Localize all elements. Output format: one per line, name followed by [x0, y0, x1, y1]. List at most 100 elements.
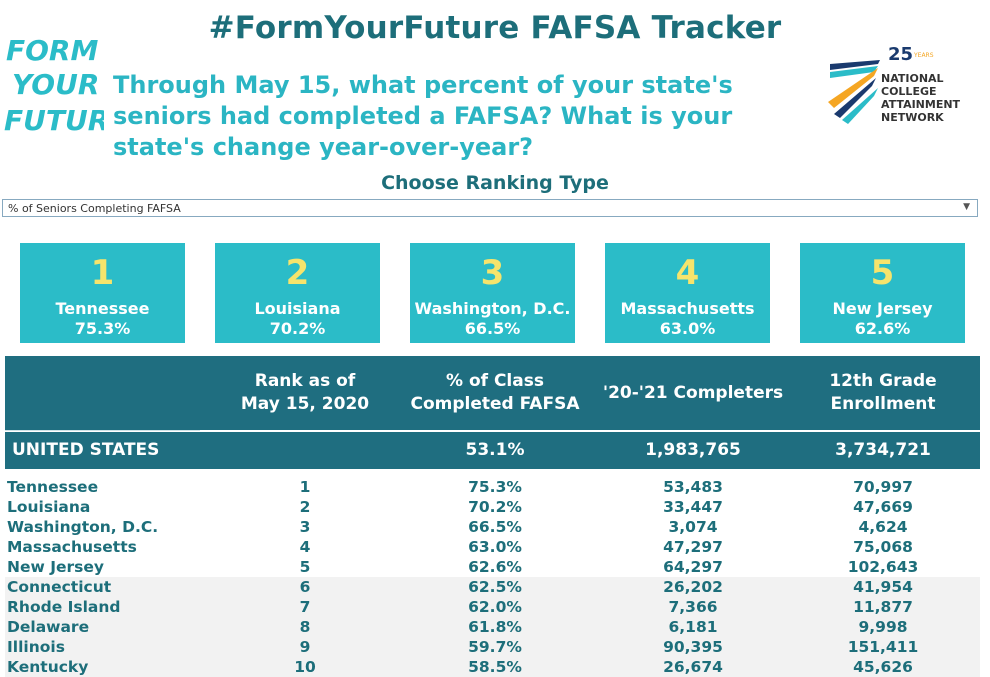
- us-completers: 1,983,765: [645, 440, 741, 460]
- row-state: Connecticut: [7, 578, 112, 596]
- table-row[interactable]: Washington, D.C. 3 66.5% 3,074 4,624: [5, 517, 980, 537]
- table-row[interactable]: Connecticut 6 62.5% 26,202 41,954: [5, 577, 980, 597]
- row-percent: 62.5%: [468, 578, 522, 596]
- row-completers: 64,297: [663, 558, 723, 576]
- top-card-rank: 3: [480, 253, 505, 293]
- top-card-3[interactable]: 3 Washington, D.C. 66.5%: [410, 243, 575, 343]
- table-row[interactable]: New Jersey 5 62.6% 64,297 102,643: [5, 557, 980, 577]
- top-card-5[interactable]: 5 New Jersey 62.6%: [800, 243, 965, 343]
- ranking-type-dropdown[interactable]: % of Seniors Completing FAFSA ▼: [2, 199, 978, 217]
- top-card-percent: 63.0%: [659, 319, 716, 338]
- row-completers: 6,181: [668, 618, 718, 636]
- ranking-type-selected: % of Seniors Completing FAFSA: [8, 202, 181, 215]
- top-card-state: Washington, D.C.: [414, 299, 571, 318]
- row-percent: 61.8%: [468, 618, 522, 636]
- row-rank: 9: [299, 638, 311, 656]
- row-enrollment: 47,669: [853, 498, 913, 516]
- row-state: Tennessee: [7, 478, 99, 496]
- table-row[interactable]: Rhode Island 7 62.0% 7,366 11,877: [5, 597, 980, 617]
- logo-your-text: YOUR: [12, 68, 99, 101]
- ncan-college-text: COLLEGE: [881, 85, 937, 98]
- row-rank: 5: [299, 558, 311, 576]
- row-completers: 33,447: [663, 498, 723, 516]
- table-row[interactable]: Tennessee 1 75.3% 53,483 70,997: [5, 477, 980, 497]
- row-state: Massachusetts: [7, 538, 137, 556]
- table-row[interactable]: Massachusetts 4 63.0% 47,297 75,068: [5, 537, 980, 557]
- top-five-cards: 1 Tennessee 75.3% 2 Louisiana 70.2% 3 Wa…: [0, 243, 990, 343]
- top-card-state: Louisiana: [254, 299, 341, 318]
- row-rank: 6: [299, 578, 311, 596]
- row-rank: 2: [299, 498, 311, 516]
- table-header: Rank as of May 15, 2020 % of Class Complet…: [5, 356, 980, 430]
- column-header-rank-line1: Rank as of: [254, 371, 356, 391]
- row-completers: 7,366: [668, 598, 718, 616]
- united-states-row[interactable]: UNITED STATES 53.1% 1,983,765 3,734,721: [5, 432, 980, 469]
- row-completers: 3,074: [668, 518, 718, 536]
- header-divider: [5, 430, 200, 431]
- row-state: Louisiana: [7, 498, 91, 516]
- row-completers: 90,395: [663, 638, 723, 656]
- row-enrollment: 75,068: [853, 538, 913, 556]
- row-rank: 4: [299, 538, 311, 556]
- logo-form-text: FORM: [6, 34, 98, 67]
- row-rank: 7: [299, 598, 311, 616]
- column-header-percent[interactable]: % of Class Completed FAFSA: [400, 356, 590, 430]
- table-row[interactable]: Illinois 9 59.7% 90,395 151,411: [5, 637, 980, 657]
- row-percent: 58.5%: [468, 658, 522, 676]
- row-enrollment: 4,624: [858, 518, 908, 536]
- top-card-state: Tennessee: [55, 299, 150, 318]
- chevron-down-icon[interactable]: ▼: [963, 202, 970, 212]
- row-completers: 26,674: [663, 658, 723, 676]
- row-completers: 26,202: [663, 578, 723, 596]
- ncan-national-text: NATIONAL: [881, 72, 944, 85]
- ncan-years-text: YEARS: [913, 52, 934, 59]
- top-card-rank: 2: [285, 253, 310, 293]
- column-header-enrollment[interactable]: 12th Grade Enrollment: [793, 356, 973, 430]
- row-completers: 47,297: [663, 538, 723, 556]
- row-rank: 10: [294, 658, 316, 676]
- row-state: Rhode Island: [7, 598, 121, 616]
- row-enrollment: 70,997: [853, 478, 913, 496]
- column-header-rank[interactable]: Rank as of May 15, 2020: [205, 356, 405, 430]
- row-enrollment: 41,954: [853, 578, 913, 596]
- row-state: Delaware: [7, 618, 90, 636]
- ncan-25-text: 25: [888, 44, 913, 65]
- row-percent: 70.2%: [468, 498, 522, 516]
- top-card-rank: 4: [675, 253, 700, 293]
- ncan-stripes-icon: [828, 60, 880, 124]
- top-card-rank: 1: [90, 253, 115, 293]
- column-header-enrollment-line2: Enrollment: [830, 394, 936, 414]
- top-card-2[interactable]: 2 Louisiana 70.2%: [215, 243, 380, 343]
- ncan-network-text: NETWORK: [881, 111, 944, 124]
- row-percent: 63.0%: [468, 538, 522, 556]
- page-title: #FormYourFuture FAFSA Tracker: [208, 10, 782, 46]
- top-card-1[interactable]: 1 Tennessee 75.3%: [20, 243, 185, 343]
- column-header-completers-text: '20-'21 Completers: [602, 382, 784, 403]
- column-header-percent-line1: % of Class: [446, 371, 544, 391]
- top-card-percent: 62.6%: [854, 319, 911, 338]
- column-header-rank-line2: May 15, 2020: [240, 394, 370, 414]
- us-enrollment: 3,734,721: [835, 440, 931, 460]
- row-percent: 66.5%: [468, 518, 522, 536]
- table-row[interactable]: Delaware 8 61.8% 6,181 9,998: [5, 617, 980, 637]
- row-state: Washington, D.C.: [7, 518, 159, 536]
- table-row[interactable]: Kentucky 10 58.5% 26,674 45,626: [5, 657, 980, 677]
- row-rank: 8: [299, 618, 311, 636]
- top-card-percent: 66.5%: [464, 319, 521, 338]
- table-row[interactable]: Louisiana 2 70.2% 33,447 47,669: [5, 497, 980, 517]
- row-percent: 62.6%: [468, 558, 522, 576]
- row-state: Illinois: [7, 638, 65, 656]
- column-header-completers[interactable]: '20-'21 Completers: [593, 356, 793, 430]
- row-rank: 1: [299, 478, 311, 496]
- ncan-logo: 25 YEARS NATIONAL COLLEGE ATTAINMENT NET…: [828, 44, 961, 124]
- top-card-rank: 5: [870, 253, 895, 293]
- top-card-state: Massachusetts: [620, 299, 755, 318]
- row-enrollment: 151,411: [847, 638, 919, 656]
- row-enrollment: 11,877: [853, 598, 913, 616]
- column-header-enrollment-line1: 12th Grade: [829, 371, 937, 391]
- ranking-type-label: Choose Ranking Type: [381, 172, 609, 194]
- row-state: Kentucky: [7, 658, 89, 676]
- ncan-attainment-text: ATTAINMENT: [881, 98, 961, 111]
- top-card-4[interactable]: 4 Massachusetts 63.0%: [605, 243, 770, 343]
- top-card-state: New Jersey: [832, 299, 933, 318]
